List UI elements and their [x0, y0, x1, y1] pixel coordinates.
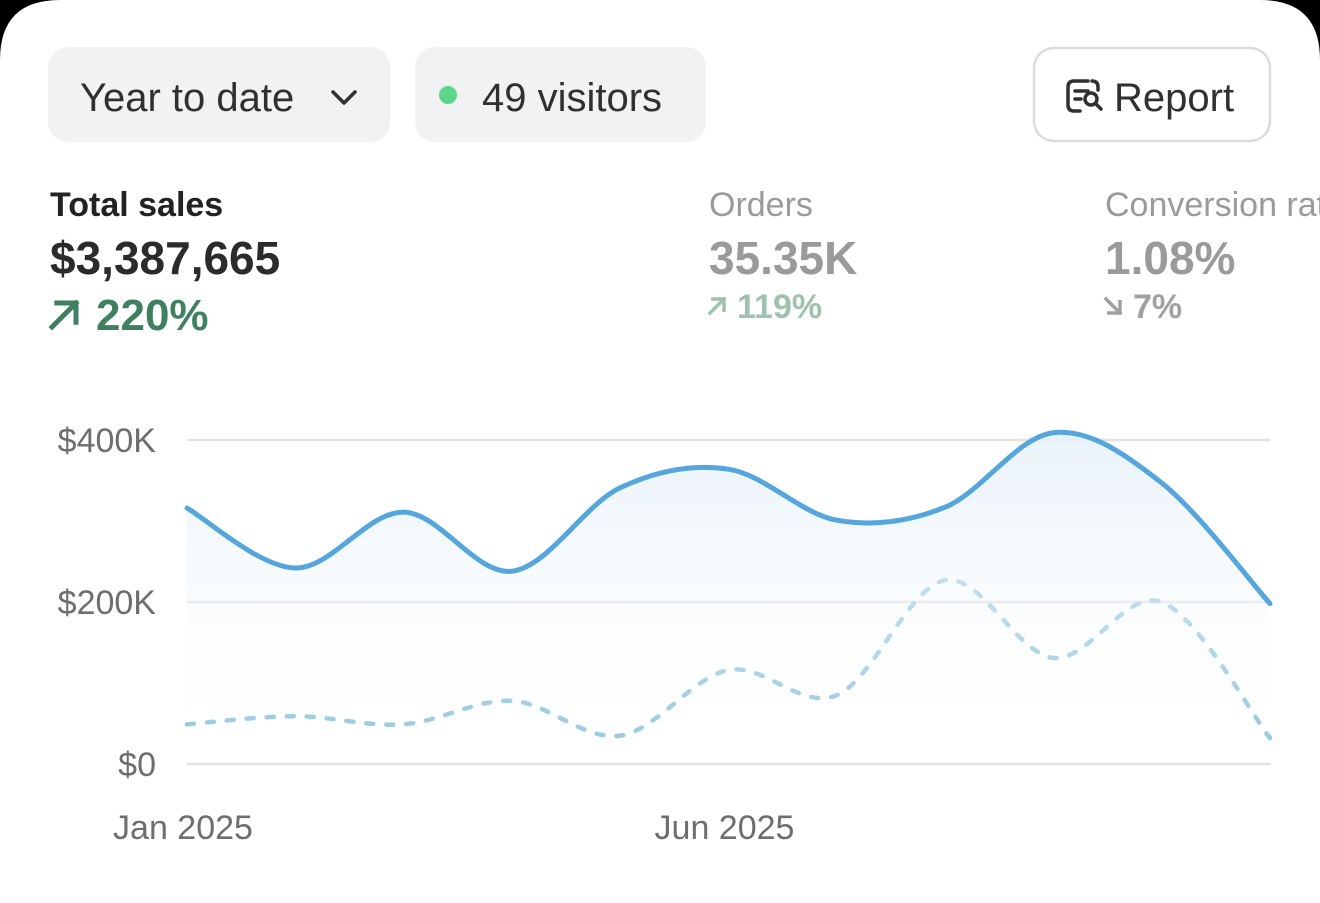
- metric-label: Total sales: [50, 186, 223, 224]
- date-range-button[interactable]: Year to date: [48, 47, 390, 142]
- button-bg[interactable]: [48, 47, 390, 142]
- metric-change: 220%: [96, 291, 209, 340]
- trend-arrow: [707, 296, 727, 316]
- report-button[interactable]: Report: [1032, 46, 1272, 143]
- report-icon[interactable]: [1066, 79, 1103, 113]
- x-tick-label: Jun 2025: [655, 809, 795, 847]
- metric-label: Conversion rate: [1105, 186, 1320, 224]
- y-tick-label: $0: [118, 746, 156, 784]
- metric-value: 35.35K: [709, 232, 857, 284]
- metric-label: Orders: [709, 186, 813, 224]
- series-line: [184, 429, 1273, 607]
- area: [187, 432, 1270, 764]
- trend-arrow: [48, 299, 80, 331]
- chevron[interactable]: [331, 90, 357, 105]
- live-dot: [439, 86, 457, 104]
- metric-change: 119%: [737, 288, 822, 326]
- y-tick-label: $200K: [58, 584, 157, 622]
- button-bg[interactable]: [415, 47, 706, 142]
- metric-change: 7%: [1133, 288, 1182, 326]
- y-tick-label: $400K: [58, 422, 157, 460]
- metric-value: 1.08%: [1105, 232, 1235, 284]
- button-label[interactable]: 49 visitors: [482, 76, 662, 120]
- button-label[interactable]: Year to date: [80, 76, 294, 120]
- metric-value: $3,387,665: [50, 232, 280, 284]
- button-bg[interactable]: [1032, 46, 1272, 143]
- trend-arrow: [1103, 296, 1123, 316]
- visitors-button[interactable]: 49 visitors: [415, 47, 706, 142]
- x-tick-label: Jan 2025: [113, 809, 253, 847]
- button-label[interactable]: Report: [1114, 76, 1234, 120]
